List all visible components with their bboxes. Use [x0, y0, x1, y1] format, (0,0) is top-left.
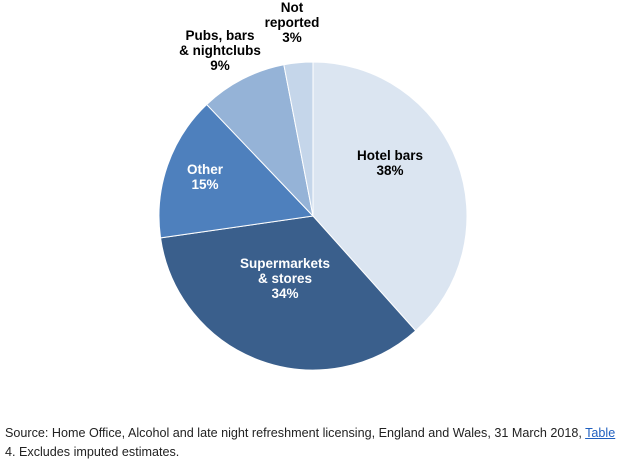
slice-label-line: Pubs, bars	[185, 28, 254, 43]
slice-label-other: Other 15%	[187, 162, 224, 192]
pie-labels: Hotel bars 38% Supermarkets & stores 34% Othe…	[179, 0, 423, 301]
source-suffix: 4. Excludes imputed estimates.	[5, 445, 180, 459]
pie-chart: Hotel bars 38% Supermarkets & stores 34% Othe…	[158, 0, 468, 371]
slice-label-line: 15%	[191, 177, 218, 192]
slice-label-line: 38%	[376, 163, 403, 178]
slice-label-line: Other	[187, 162, 224, 177]
pie-slice-pubs-bars-nightclubs	[206, 64, 314, 218]
table-link[interactable]: Table	[585, 426, 616, 440]
pie-slices	[158, 61, 468, 371]
pie-slice-supermarkets-stores	[160, 215, 417, 371]
slice-label-line: & nightclubs	[179, 43, 261, 58]
slice-label-line: Not	[281, 0, 304, 15]
pie-slice-other	[158, 103, 315, 239]
slice-label-line: Hotel bars	[357, 148, 423, 163]
source-note: Source: Home Office, Alcohol and late ni…	[5, 424, 617, 462]
slice-label-line: 34%	[271, 286, 298, 301]
pie-slice-not-reported	[283, 61, 314, 217]
slice-label-pubs-bars-nightclubs: Pubs, bars & nightclubs 9%	[179, 28, 261, 73]
slice-label-line: Supermarkets	[240, 256, 330, 271]
slice-label-hotel-bars: Hotel bars 38%	[357, 148, 423, 178]
pie-slice-hotel-bars	[312, 61, 468, 332]
slice-label-line: 3%	[282, 30, 302, 45]
slice-label-supermarkets-stores: Supermarkets & stores 34%	[240, 256, 330, 301]
slice-label-line: & stores	[258, 271, 312, 286]
slice-label-not-reported: Not reported 3%	[265, 0, 320, 45]
source-text: Source: Home Office, Alcohol and late ni…	[5, 426, 586, 440]
slice-label-line: reported	[265, 15, 320, 30]
slice-label-line: 9%	[210, 58, 230, 73]
